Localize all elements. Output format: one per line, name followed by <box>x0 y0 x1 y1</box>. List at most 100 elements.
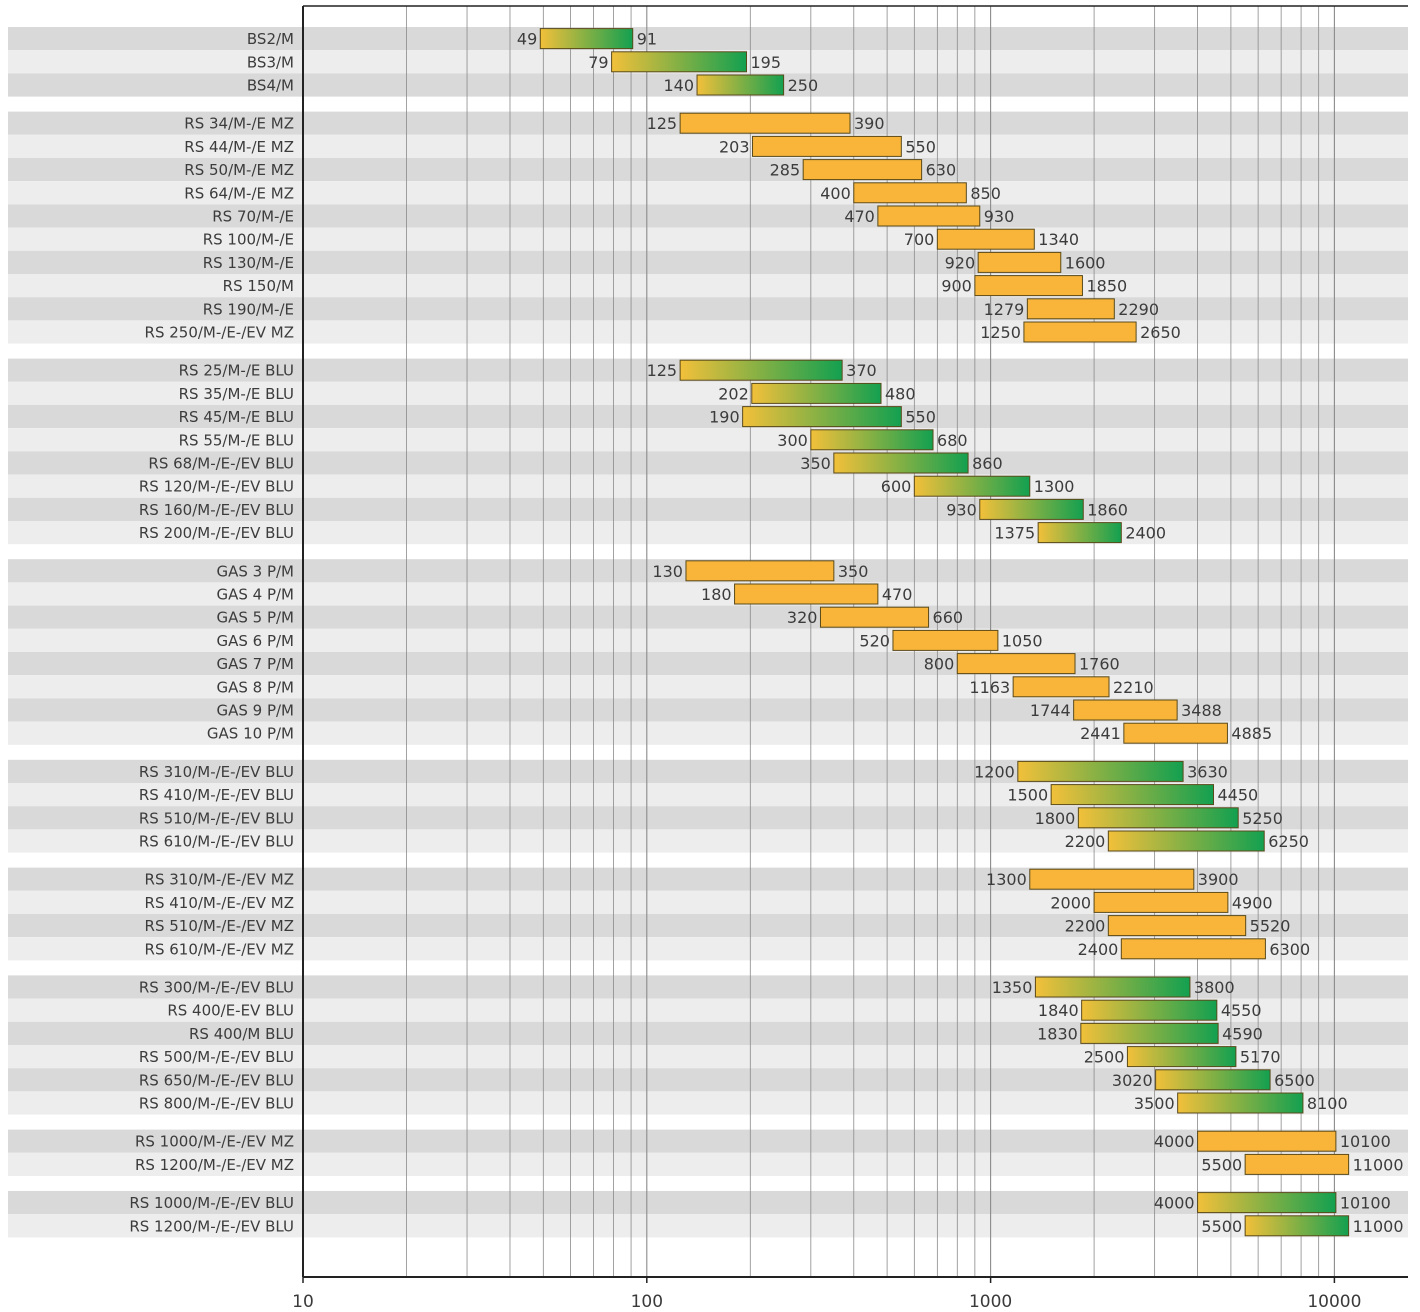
category-label: RS 410/M-/E-/EV MZ <box>145 894 294 912</box>
row-band <box>8 428 1408 452</box>
max-value-label: 2400 <box>1125 524 1166 543</box>
min-value-label: 203 <box>719 137 750 156</box>
range-bar <box>1107 830 1265 852</box>
range-bar <box>1037 522 1122 544</box>
min-value-label: 1840 <box>1038 1001 1079 1020</box>
min-value-label: 920 <box>945 253 976 272</box>
max-value-label: 5520 <box>1250 917 1291 936</box>
min-value-label: 1279 <box>984 300 1025 319</box>
max-value-label: 390 <box>854 114 885 133</box>
row-band <box>8 721 1408 745</box>
max-value-label: 2210 <box>1113 678 1154 697</box>
max-value-label: 5170 <box>1240 1048 1281 1067</box>
row-band <box>8 474 1408 498</box>
min-value-label: 1163 <box>969 678 1010 697</box>
category-label: RS 120/M-/E-/EV BLU <box>139 478 294 496</box>
x-tick-label: 1000 <box>969 1292 1012 1312</box>
min-value-label: 125 <box>647 114 678 133</box>
category-label: BS2/M <box>247 30 294 48</box>
row-band <box>8 227 1408 251</box>
max-value-label: 6250 <box>1268 832 1309 851</box>
max-value-label: 630 <box>926 161 957 180</box>
category-label: RS 150/M <box>223 277 294 295</box>
category-label: GAS 5 P/M <box>216 609 294 627</box>
min-value-label: 300 <box>777 431 808 450</box>
max-value-label: 4450 <box>1218 786 1259 805</box>
range-bar <box>877 205 981 227</box>
range-bar <box>819 606 930 628</box>
category-label: RS 310/M-/E-/EV MZ <box>145 871 294 889</box>
category-label: GAS 6 P/M <box>216 632 294 650</box>
category-label: GAS 7 P/M <box>216 655 294 673</box>
category-label: RS 400/M BLU <box>189 1025 294 1043</box>
max-value-label: 1760 <box>1079 655 1120 674</box>
range-bar <box>1126 1046 1237 1068</box>
range-bar <box>802 159 923 181</box>
range-bar <box>1081 999 1218 1021</box>
min-value-label: 900 <box>941 277 972 296</box>
max-value-label: 680 <box>937 431 968 450</box>
row-band <box>8 451 1408 475</box>
row-band <box>8 1091 1408 1115</box>
range-bar <box>1197 1192 1337 1214</box>
max-value-label: 1050 <box>1002 631 1043 650</box>
max-value-label: 480 <box>885 384 916 403</box>
min-value-label: 1350 <box>992 978 1033 997</box>
max-value-label: 930 <box>984 207 1015 226</box>
range-bar <box>1244 1153 1350 1175</box>
min-value-label: 49 <box>517 30 537 49</box>
max-value-label: 1300 <box>1034 477 1075 496</box>
min-value-label: 600 <box>881 477 912 496</box>
row-band <box>8 937 1408 961</box>
max-value-label: 11000 <box>1353 1217 1404 1236</box>
min-value-label: 930 <box>946 500 977 519</box>
max-value-label: 860 <box>972 454 1003 473</box>
max-value-label: 1860 <box>1087 500 1128 519</box>
row-band <box>8 158 1408 182</box>
row-band <box>8 998 1408 1022</box>
category-label: RS 500/M-/E-/EV BLU <box>139 1048 294 1066</box>
row-band <box>8 1152 1408 1176</box>
range-bar <box>1017 760 1184 782</box>
row-band <box>8 1191 1408 1215</box>
row-band <box>8 829 1408 853</box>
category-label: RS 650/M-/E-/EV BLU <box>139 1071 294 1089</box>
min-value-label: 5500 <box>1201 1155 1242 1174</box>
row-band <box>8 274 1408 298</box>
max-value-label: 1340 <box>1038 230 1079 249</box>
range-bar <box>1034 976 1191 998</box>
category-label: RS 510/M-/E-/EV BLU <box>139 809 294 827</box>
max-value-label: 10100 <box>1340 1194 1391 1213</box>
range-bar <box>913 475 1031 497</box>
category-label: RS 610/M-/E-/EV BLU <box>139 833 294 851</box>
max-value-label: 3900 <box>1198 870 1239 889</box>
max-value-label: 550 <box>905 137 936 156</box>
category-label: GAS 3 P/M <box>216 562 294 580</box>
row-band <box>8 381 1408 405</box>
range-bar <box>1120 938 1266 960</box>
category-label: RS 35/M-/E BLU <box>179 385 294 403</box>
min-value-label: 320 <box>787 608 818 627</box>
range-bar <box>892 629 999 651</box>
min-value-label: 3020 <box>1112 1071 1153 1090</box>
max-value-label: 350 <box>838 562 869 581</box>
min-value-label: 190 <box>709 408 740 427</box>
min-value-label: 400 <box>820 184 851 203</box>
range-bar <box>1012 676 1110 698</box>
max-value-label: 4885 <box>1231 724 1272 743</box>
min-value-label: 2500 <box>1084 1048 1125 1067</box>
max-value-label: 1850 <box>1086 277 1127 296</box>
x-tick-label: 10000 <box>1307 1292 1361 1312</box>
max-value-label: 370 <box>846 361 877 380</box>
category-label: RS 44/M-/E MZ <box>184 138 294 156</box>
category-label: GAS 9 P/M <box>216 702 294 720</box>
range-bar <box>1155 1069 1271 1091</box>
category-labels: BS2/M BS3/M BS4/M RS 34/M-/E MZ RS 44/M-/E M… <box>129 30 294 1235</box>
category-label: RS 50/M-/E MZ <box>184 161 294 179</box>
min-value-label: 4000 <box>1154 1194 1195 1213</box>
max-value-label: 470 <box>882 585 913 604</box>
row-band <box>8 890 1408 914</box>
min-value-label: 1200 <box>974 762 1015 781</box>
category-label: RS 250/M-/E-/EV MZ <box>145 324 294 342</box>
